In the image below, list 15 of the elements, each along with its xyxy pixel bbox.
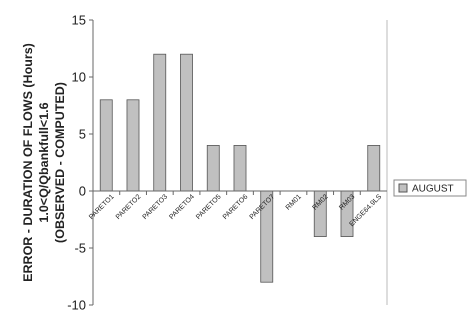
bar	[180, 54, 193, 192]
y-tick-label: 5	[78, 126, 86, 142]
legend-label: AUGUST	[412, 184, 454, 194]
y-tick-label: -5	[74, 240, 86, 256]
y-tick-label: 10	[72, 70, 86, 85]
y-tick-label: 0	[78, 184, 86, 199]
bar	[126, 99, 140, 192]
y-axis-title: ERROR - DURATION OF FLOWS (Hours) 1.0<Q/Qbankfull<1.6 (OBSERVED - COMPUTED)	[21, 43, 67, 282]
y-tick-label: 15	[72, 12, 86, 28]
bar	[206, 145, 220, 192]
bar	[367, 145, 380, 192]
bar	[100, 99, 113, 192]
y-tick-label: -10	[67, 298, 86, 313]
bar	[234, 145, 246, 192]
bar	[153, 54, 166, 192]
